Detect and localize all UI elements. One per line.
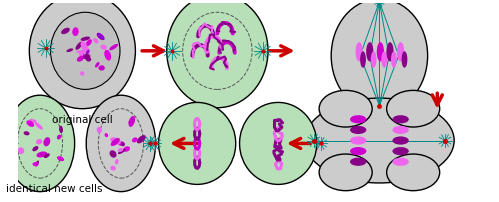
Ellipse shape bbox=[72, 28, 79, 37]
Ellipse shape bbox=[111, 138, 120, 146]
Ellipse shape bbox=[350, 147, 366, 156]
Ellipse shape bbox=[350, 137, 366, 145]
Ellipse shape bbox=[350, 116, 366, 124]
Ellipse shape bbox=[97, 34, 105, 41]
Ellipse shape bbox=[86, 50, 89, 55]
Ellipse shape bbox=[356, 43, 363, 62]
Ellipse shape bbox=[82, 46, 90, 55]
Ellipse shape bbox=[97, 127, 102, 134]
Ellipse shape bbox=[93, 39, 98, 44]
Ellipse shape bbox=[32, 162, 38, 166]
Ellipse shape bbox=[110, 166, 116, 171]
Ellipse shape bbox=[57, 135, 61, 140]
Ellipse shape bbox=[137, 135, 146, 144]
Ellipse shape bbox=[110, 138, 121, 145]
Ellipse shape bbox=[371, 52, 377, 68]
Ellipse shape bbox=[121, 143, 125, 147]
Ellipse shape bbox=[115, 159, 119, 165]
Ellipse shape bbox=[35, 123, 43, 130]
Ellipse shape bbox=[23, 132, 29, 136]
Ellipse shape bbox=[118, 149, 126, 154]
Ellipse shape bbox=[129, 116, 135, 127]
Ellipse shape bbox=[50, 13, 120, 90]
Ellipse shape bbox=[386, 43, 394, 62]
Ellipse shape bbox=[57, 156, 64, 161]
Ellipse shape bbox=[33, 120, 37, 124]
Ellipse shape bbox=[36, 139, 42, 145]
Ellipse shape bbox=[110, 150, 116, 158]
Ellipse shape bbox=[104, 50, 111, 61]
Ellipse shape bbox=[391, 52, 397, 68]
Ellipse shape bbox=[305, 99, 454, 183]
Ellipse shape bbox=[381, 52, 387, 68]
Ellipse shape bbox=[159, 103, 236, 184]
Ellipse shape bbox=[75, 42, 83, 51]
Ellipse shape bbox=[5, 96, 75, 192]
Ellipse shape bbox=[366, 43, 373, 62]
Ellipse shape bbox=[86, 40, 92, 47]
Ellipse shape bbox=[29, 119, 35, 123]
Ellipse shape bbox=[350, 158, 366, 166]
Ellipse shape bbox=[118, 142, 124, 146]
Ellipse shape bbox=[392, 126, 409, 134]
Ellipse shape bbox=[377, 43, 384, 62]
Ellipse shape bbox=[387, 91, 440, 127]
Ellipse shape bbox=[80, 51, 84, 57]
Ellipse shape bbox=[392, 158, 409, 166]
Ellipse shape bbox=[83, 55, 89, 60]
Ellipse shape bbox=[18, 147, 24, 154]
Text: identical new cells: identical new cells bbox=[6, 183, 103, 193]
Ellipse shape bbox=[43, 138, 50, 147]
Text: original cell: original cell bbox=[52, 115, 113, 125]
Ellipse shape bbox=[86, 96, 156, 192]
Ellipse shape bbox=[387, 154, 440, 191]
Ellipse shape bbox=[79, 52, 83, 58]
Ellipse shape bbox=[350, 126, 366, 134]
Ellipse shape bbox=[61, 29, 70, 35]
Ellipse shape bbox=[59, 126, 63, 134]
Ellipse shape bbox=[392, 116, 409, 124]
Ellipse shape bbox=[360, 52, 366, 68]
Ellipse shape bbox=[109, 45, 118, 51]
Ellipse shape bbox=[95, 63, 99, 68]
Ellipse shape bbox=[167, 0, 268, 108]
Ellipse shape bbox=[392, 137, 409, 145]
Ellipse shape bbox=[44, 154, 50, 158]
Ellipse shape bbox=[128, 121, 133, 124]
Ellipse shape bbox=[77, 56, 84, 62]
Ellipse shape bbox=[86, 58, 91, 62]
Ellipse shape bbox=[123, 147, 130, 152]
Ellipse shape bbox=[132, 138, 138, 143]
Ellipse shape bbox=[98, 66, 105, 71]
Ellipse shape bbox=[80, 37, 90, 42]
Ellipse shape bbox=[397, 43, 404, 62]
Ellipse shape bbox=[26, 121, 34, 127]
Ellipse shape bbox=[105, 134, 108, 138]
Ellipse shape bbox=[331, 0, 428, 113]
Ellipse shape bbox=[118, 148, 123, 152]
Ellipse shape bbox=[240, 103, 317, 184]
Ellipse shape bbox=[29, 0, 135, 109]
Ellipse shape bbox=[66, 49, 73, 53]
Ellipse shape bbox=[80, 72, 84, 76]
Ellipse shape bbox=[83, 55, 90, 60]
Ellipse shape bbox=[35, 161, 39, 167]
Ellipse shape bbox=[76, 51, 86, 54]
Ellipse shape bbox=[101, 45, 107, 50]
Ellipse shape bbox=[402, 52, 407, 68]
Ellipse shape bbox=[392, 147, 409, 156]
Ellipse shape bbox=[36, 152, 47, 158]
Ellipse shape bbox=[319, 154, 372, 191]
Ellipse shape bbox=[319, 91, 372, 127]
Ellipse shape bbox=[32, 146, 38, 152]
Ellipse shape bbox=[80, 42, 88, 52]
